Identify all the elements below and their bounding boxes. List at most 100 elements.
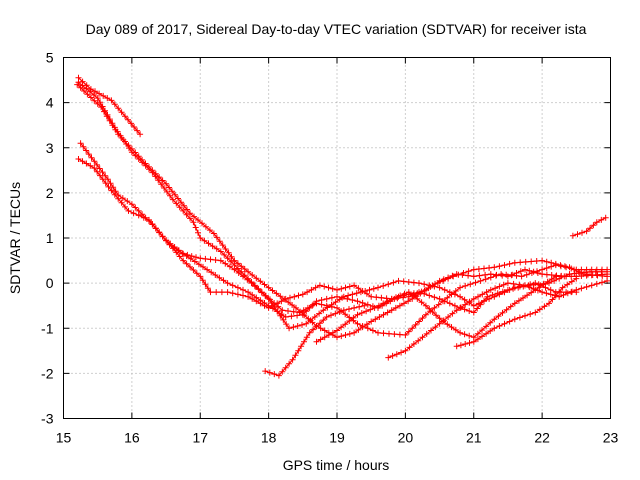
data-point [273, 290, 280, 297]
data-point [249, 295, 256, 302]
data-point [470, 266, 477, 273]
data-point [546, 300, 552, 307]
data-point [440, 317, 447, 324]
data-point [190, 219, 197, 226]
data-point [511, 316, 518, 323]
y-tick-label: 5 [46, 50, 54, 66]
x-tick-label: 21 [466, 430, 482, 446]
data-point [283, 321, 290, 328]
data-point [289, 302, 296, 308]
data-point [240, 292, 246, 299]
data-point [474, 305, 481, 312]
data-point [423, 330, 430, 337]
data-point [307, 317, 314, 324]
data-point [111, 124, 118, 131]
data-point [295, 292, 302, 299]
data-point [482, 271, 489, 278]
data-point [187, 255, 194, 262]
data-point [376, 314, 383, 320]
data-point [334, 327, 340, 334]
data-point [426, 292, 433, 299]
data-point [212, 257, 219, 263]
data-point [517, 268, 524, 275]
data-point [269, 287, 276, 294]
data-point [499, 272, 506, 279]
data-point [234, 284, 241, 291]
data-point [359, 288, 366, 294]
data-point [229, 282, 236, 289]
data-point [323, 295, 330, 302]
data-point [184, 206, 190, 213]
data-point [294, 323, 301, 329]
data-point [573, 266, 580, 273]
data-point [578, 273, 585, 279]
data-point [91, 158, 98, 165]
data-point [111, 191, 118, 198]
data-point [128, 149, 135, 156]
data-point [325, 284, 332, 291]
data-point [75, 79, 82, 86]
data-point [518, 273, 525, 280]
x-tick-label: 16 [124, 430, 140, 446]
data-point [361, 302, 368, 309]
data-point [563, 264, 570, 271]
data-point [79, 158, 86, 165]
data-point [410, 292, 417, 298]
data-point [393, 351, 400, 358]
data-point [218, 289, 225, 296]
data-point [583, 283, 590, 290]
data-point [197, 235, 204, 241]
data-point [290, 308, 297, 315]
data-point [125, 207, 132, 214]
data-point [240, 273, 246, 280]
data-point [446, 300, 453, 307]
data-point [293, 304, 299, 311]
data-point [587, 225, 593, 232]
data-point [338, 324, 345, 331]
data-point [523, 271, 530, 278]
data-point [222, 246, 229, 252]
data-point [422, 302, 429, 309]
data-point [513, 270, 520, 276]
data-point [543, 258, 550, 265]
data-point [499, 309, 506, 316]
data-point [511, 259, 518, 266]
data-point [524, 292, 531, 299]
data-point [285, 299, 292, 306]
y-tick-label: 0 [46, 275, 54, 291]
data-point [253, 298, 260, 305]
data-point [436, 295, 443, 302]
data-point [271, 371, 278, 378]
data-point [398, 349, 405, 356]
data-point [573, 286, 580, 293]
data-point [552, 262, 559, 269]
data-point [261, 302, 268, 309]
data-point [483, 323, 490, 330]
data-point [334, 293, 340, 300]
series-line [165, 239, 608, 338]
data-point [342, 332, 349, 338]
data-point [195, 261, 202, 268]
data-point [358, 310, 365, 316]
data-point [207, 289, 214, 296]
data-point [351, 282, 358, 289]
data-point [507, 303, 514, 310]
data-point [573, 275, 580, 282]
data-point [457, 329, 464, 336]
data-point [197, 255, 204, 262]
series-track-10 [262, 302, 368, 379]
data-point [504, 273, 511, 280]
data-point [515, 297, 522, 304]
data-point [466, 298, 473, 305]
data-point [159, 233, 166, 240]
data-point [444, 321, 451, 328]
data-point [446, 289, 453, 296]
data-point [306, 304, 313, 311]
data-point [202, 223, 209, 230]
data-point [83, 85, 90, 92]
data-point [188, 253, 195, 260]
data-point [583, 228, 590, 235]
data-point [389, 352, 396, 359]
data-point [128, 120, 135, 127]
data-point [120, 136, 127, 143]
